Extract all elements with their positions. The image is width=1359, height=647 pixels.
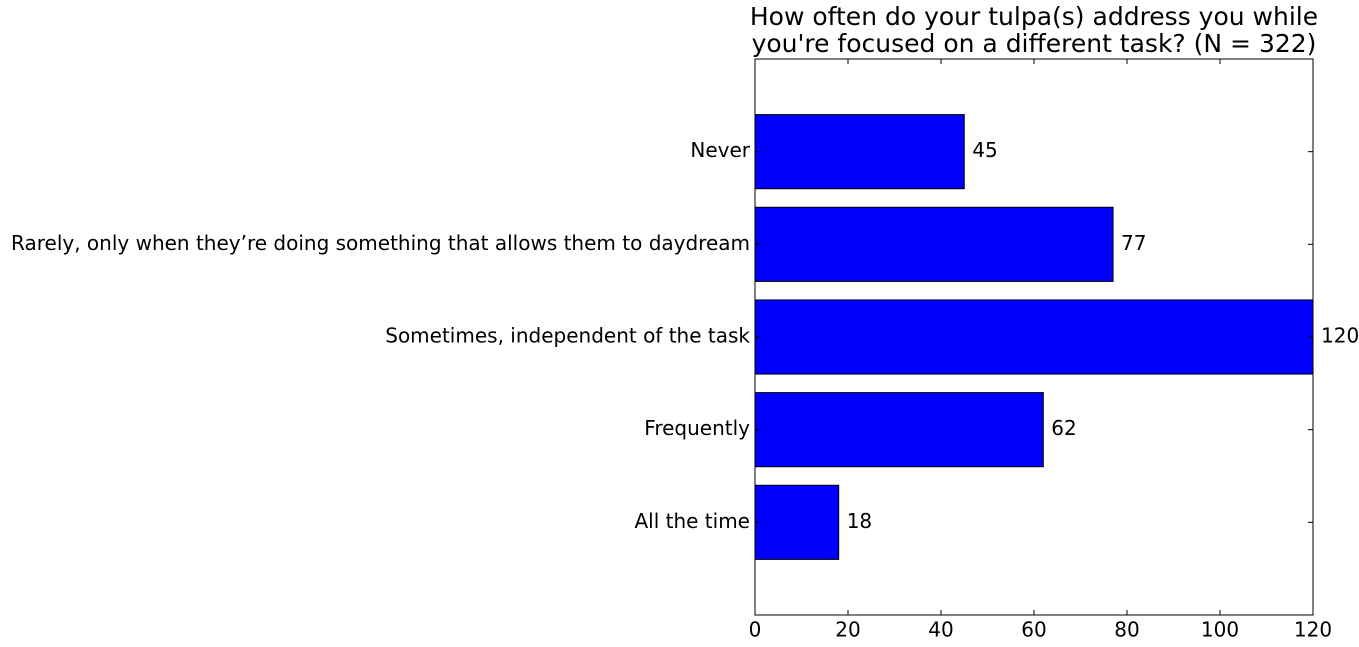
x-tick-label: 120: [1294, 618, 1332, 642]
x-tick-label: 0: [749, 618, 762, 642]
bar: [754, 484, 840, 560]
value-label: 18: [847, 509, 872, 533]
x-tick-label: 100: [1201, 618, 1239, 642]
value-label: 77: [1121, 231, 1146, 255]
y-tick-label: Never: [690, 138, 750, 162]
bar: [754, 392, 1044, 468]
value-label: 120: [1321, 324, 1359, 348]
chart-title: you're focused on a different task? (N =…: [752, 29, 1317, 58]
y-tick-label: All the time: [634, 509, 750, 533]
bar: [754, 206, 1114, 282]
x-tick-label: 20: [835, 618, 860, 642]
value-label: 62: [1051, 416, 1076, 440]
value-label: 45: [972, 138, 997, 162]
chart-title: How often do your tulpa(s) address you w…: [750, 2, 1318, 31]
plot-frame: [754, 58, 1314, 616]
bar: [754, 114, 965, 190]
x-tick-label: 40: [928, 618, 953, 642]
x-tick-label: 80: [1114, 618, 1139, 642]
y-tick-label: Sometimes, independent of the task: [385, 324, 750, 348]
y-tick-label: Frequently: [644, 416, 750, 440]
x-tick-label: 60: [1021, 618, 1046, 642]
bar: [754, 299, 1314, 375]
y-tick-label: Rarely, only when they’re doing somethin…: [11, 231, 750, 255]
